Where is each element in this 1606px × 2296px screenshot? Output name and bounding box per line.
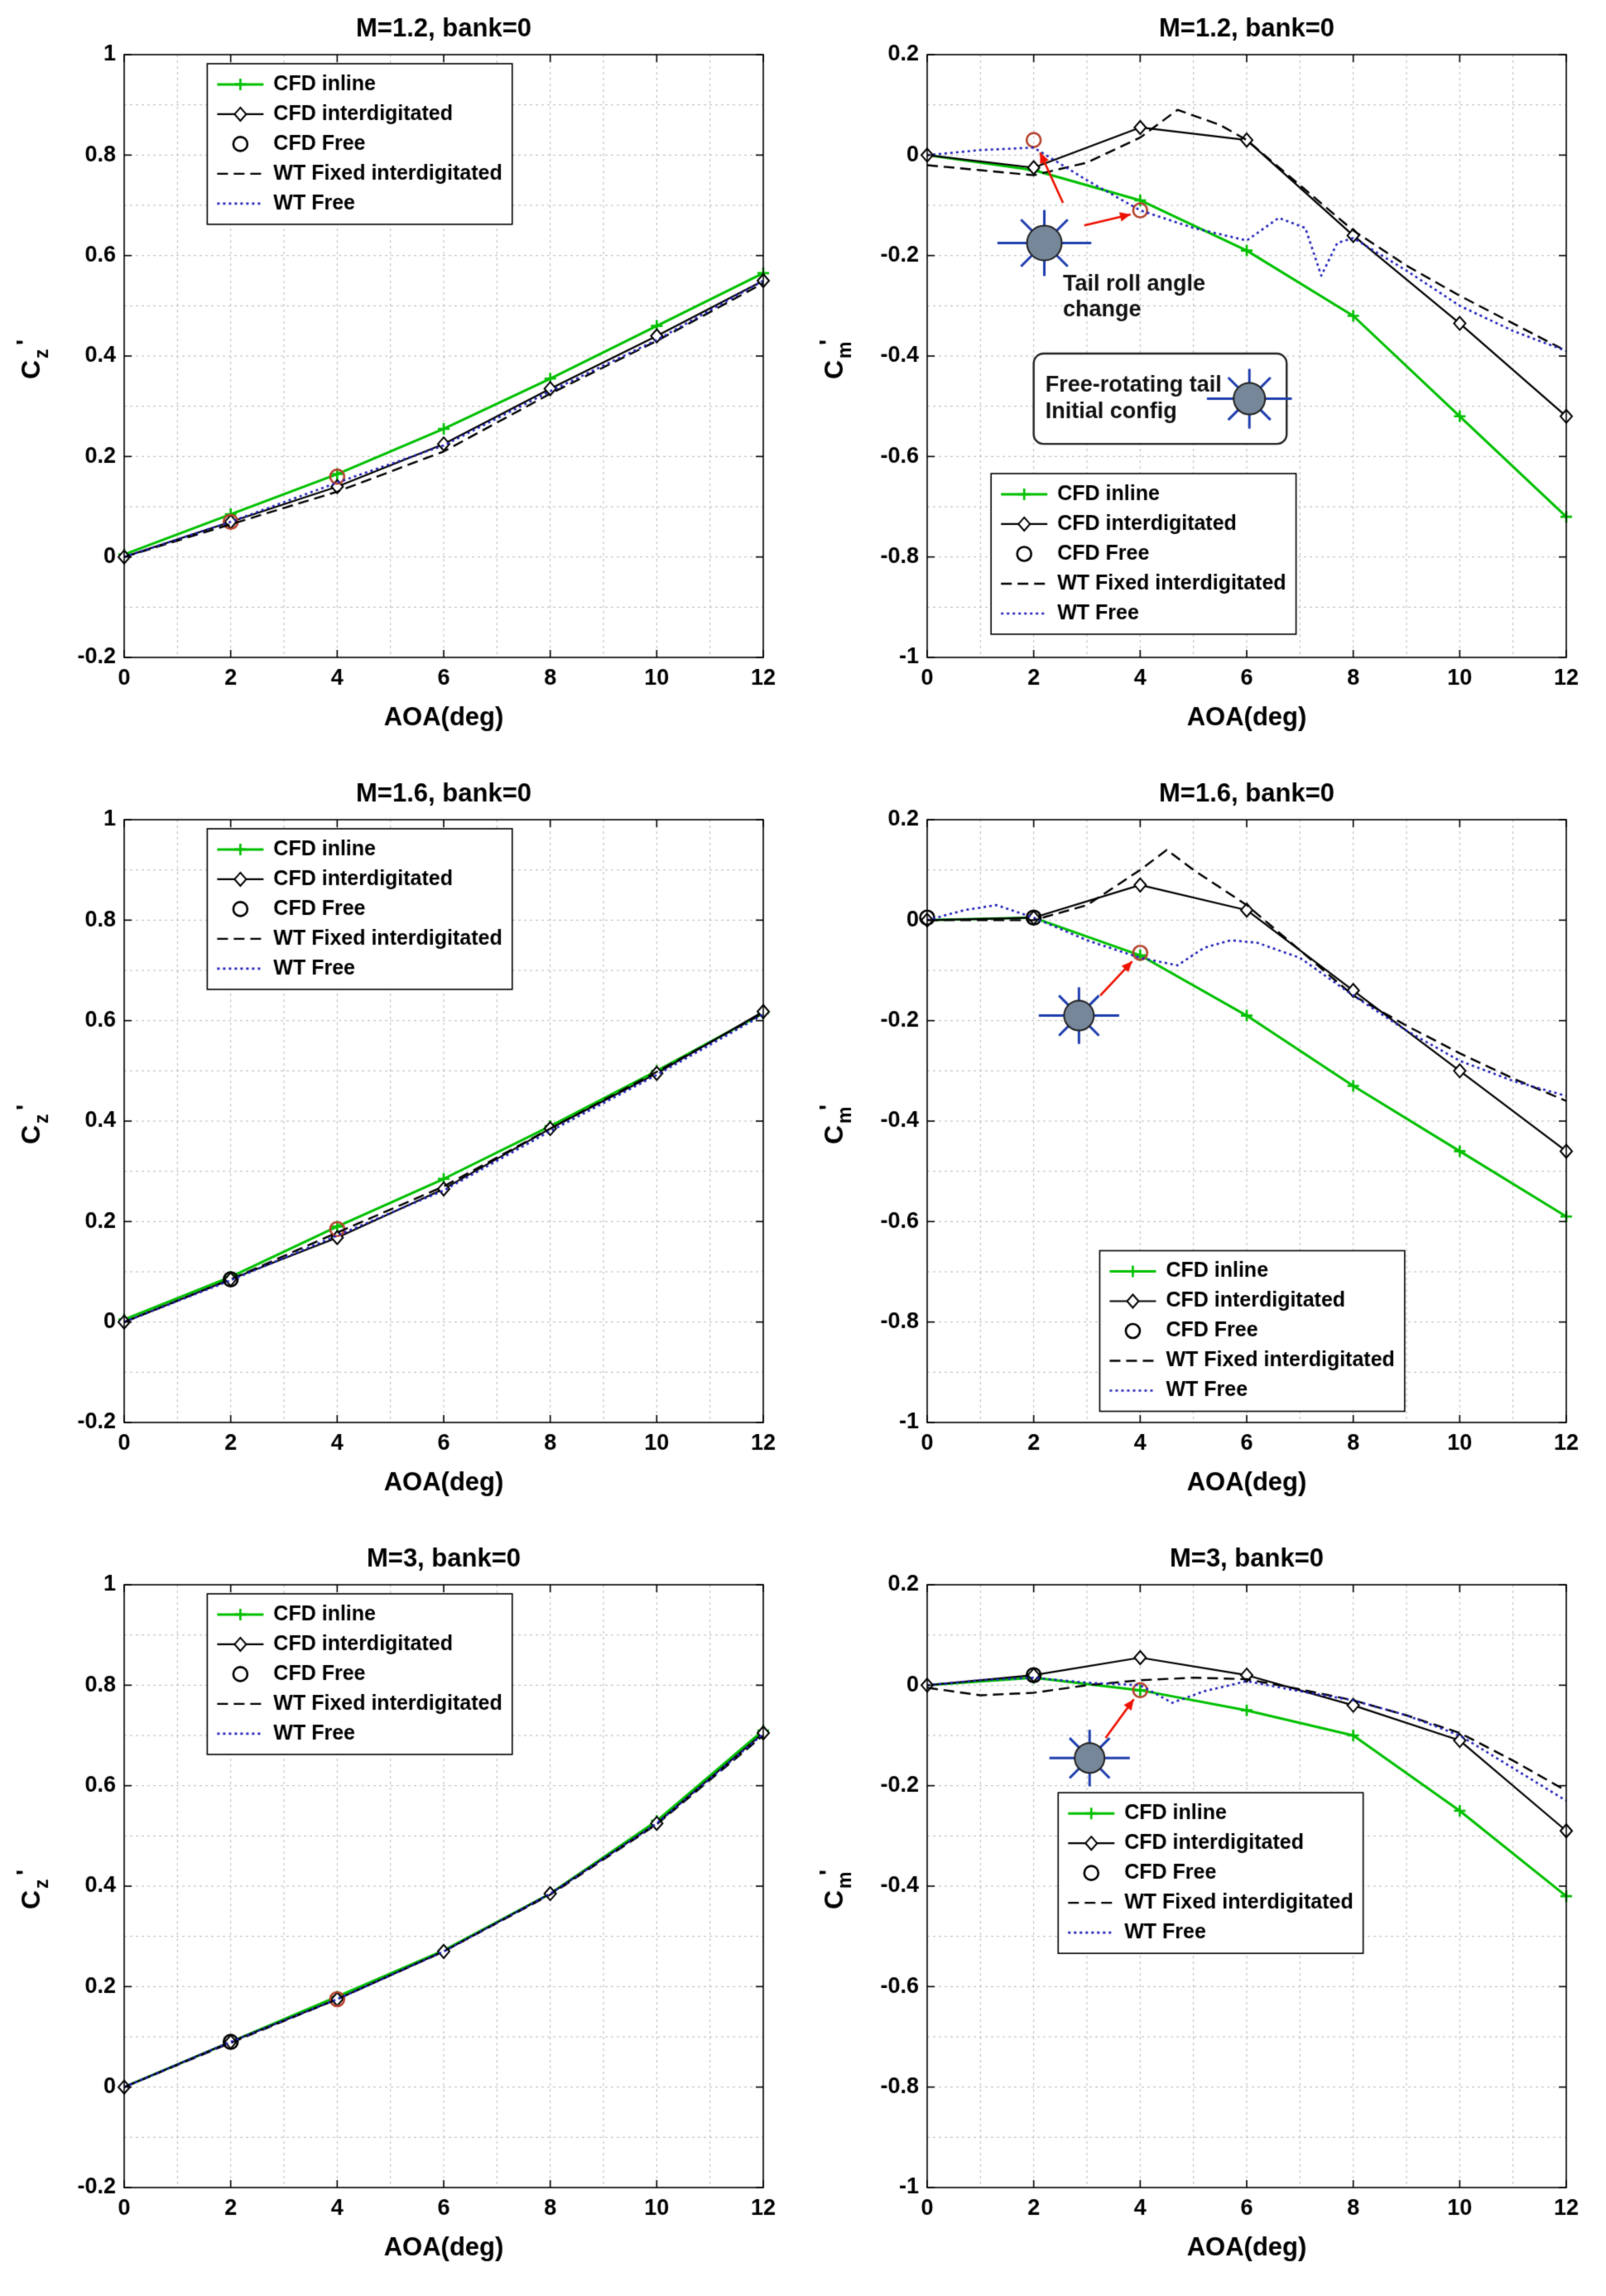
- chart-cell-m16-cz: [0, 765, 803, 1530]
- chart-canvas-m3-cm: [803, 1530, 1606, 2296]
- chart-cell-m12-cm: [803, 0, 1606, 765]
- chart-canvas-m12-cm: [803, 0, 1606, 765]
- chart-canvas-m16-cz: [0, 765, 803, 1530]
- chart-cell-m16-cm: [803, 765, 1606, 1530]
- chart-cell-m3-cm: [803, 1530, 1606, 2296]
- chart-cell-m12-cz: [0, 0, 803, 765]
- chart-canvas-m12-cz: [0, 0, 803, 765]
- chart-canvas-m3-cz: [0, 1530, 803, 2296]
- chart-cell-m3-cz: [0, 1530, 803, 2296]
- chart-canvas-m16-cm: [803, 765, 1606, 1530]
